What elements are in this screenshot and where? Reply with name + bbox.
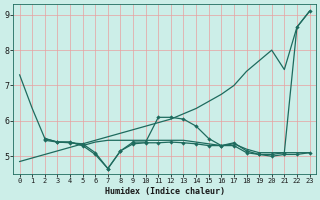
X-axis label: Humidex (Indice chaleur): Humidex (Indice chaleur) [105, 187, 225, 196]
